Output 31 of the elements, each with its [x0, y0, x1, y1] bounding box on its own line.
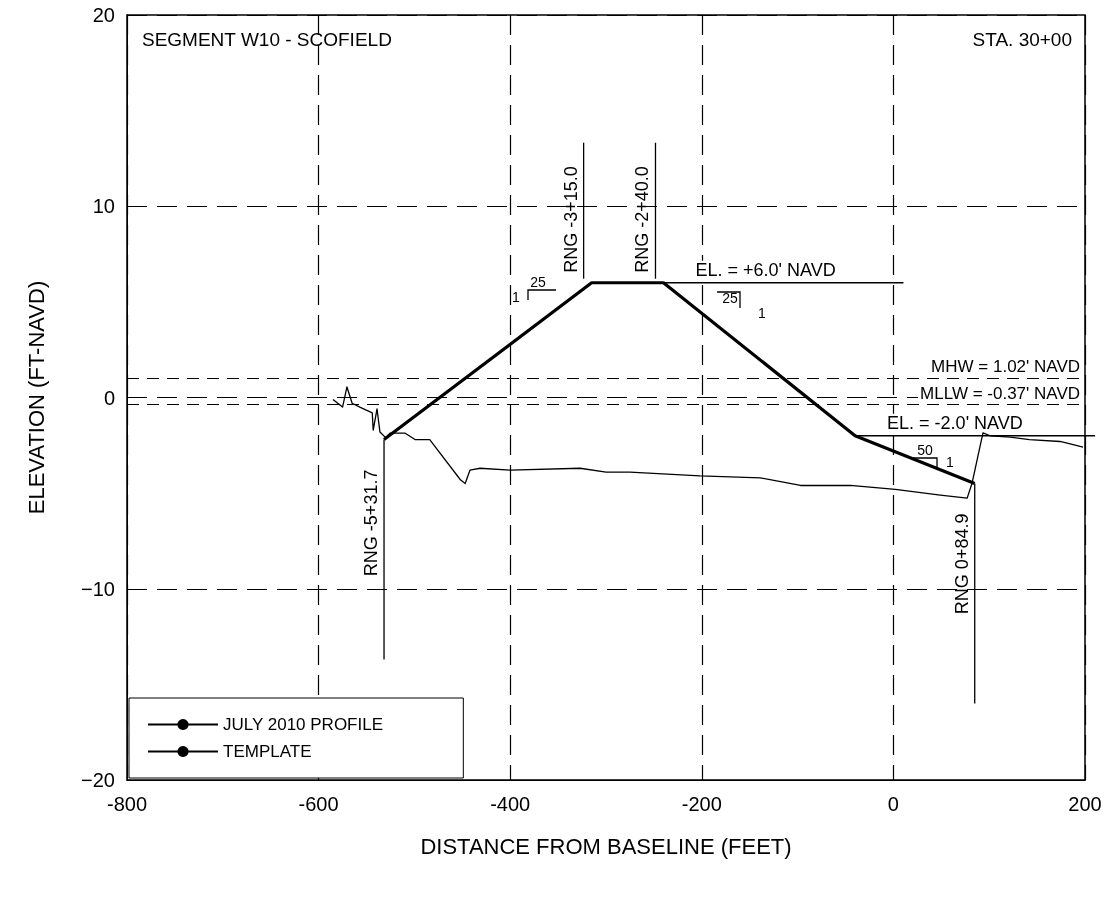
annotation: 25 — [530, 274, 546, 290]
annotation: 1 — [758, 305, 767, 321]
legend-label: TEMPLATE — [223, 742, 312, 761]
x-tick-label: -600 — [298, 793, 339, 815]
text: SEGMENT W10 - SCOFIELD — [142, 29, 392, 50]
x-tick-label: 200 — [1068, 793, 1102, 815]
annotation: RNG -5+31.7 — [361, 469, 382, 577]
annotation: 1 — [946, 454, 955, 470]
y-tick-label: 20 — [92, 4, 115, 26]
text: STA. 30+00 — [972, 29, 1073, 50]
annotation: EL. = +6.0' NAVD — [695, 259, 836, 280]
annotation: 50 — [917, 442, 933, 458]
annotation: RNG 0+84.9 — [951, 513, 972, 615]
legend-label: JULY 2010 PROFILE — [223, 715, 384, 734]
y-tick-label: 0 — [103, 386, 115, 409]
y-tick-label: −20 — [81, 769, 115, 791]
annotation: EL. = -2.0' NAVD — [887, 412, 1023, 433]
annotation: RNG -2+40.0 — [632, 166, 653, 273]
x-tick-label: -800 — [106, 793, 148, 815]
ref-line-label: MLLW = -0.37' NAVD — [920, 383, 1080, 403]
annotation: RNG -3+15.0 — [560, 166, 581, 273]
y-tick-label: 10 — [92, 195, 115, 218]
y-tick-label: −10 — [81, 577, 115, 600]
x-axis-title: DISTANCE FROM BASELINE (FEET) — [420, 833, 792, 859]
y-axis-title: ELEVATION (FT-NAVD) — [23, 280, 49, 515]
x-tick-label: 0 — [887, 793, 899, 815]
ref-line-label: MHW = 1.02' NAVD — [931, 356, 1080, 376]
x-tick-label: -200 — [681, 793, 722, 815]
annotation: 25 — [722, 290, 738, 306]
annotation: 1 — [512, 289, 521, 305]
x-tick-label: -400 — [490, 793, 531, 815]
